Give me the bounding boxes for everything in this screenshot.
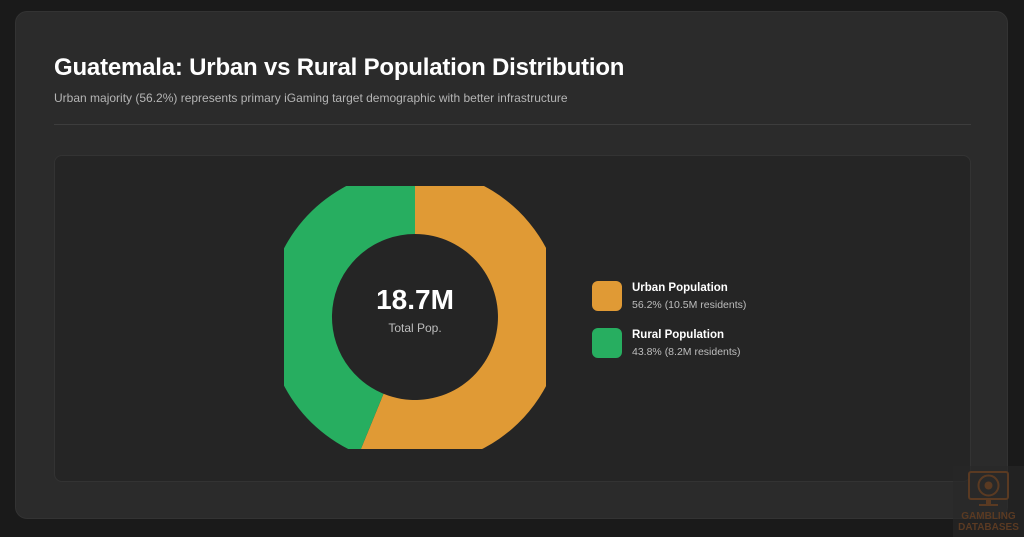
monitor-chip-icon [968,471,1009,506]
donut-svg [284,186,546,449]
urban-swatch [592,281,622,311]
total-label: Total Pop. [388,321,442,335]
chart-subtitle: Urban majority (56.2%) represents primar… [54,91,568,105]
watermark-line1: GAMBLING [961,511,1016,522]
total-value: 18.7M [376,284,454,315]
chart-card: Guatemala: Urban vs Rural Population Dis… [15,11,1008,519]
legend-label: Rural Population [632,329,724,341]
watermark-text: GAMBLING DATABASES [953,511,1024,533]
rural-swatch [592,328,622,358]
urban-slice[interactable] [359,186,546,449]
legend-detail: 56.2% (10.5M residents) [632,299,747,311]
watermark-line2: DATABASES [958,522,1019,533]
legend-detail: 43.8% (8.2M residents) [632,346,741,358]
donut-chart: 18.7M Total Pop. [284,186,546,449]
rural-slice[interactable] [284,186,415,449]
watermark-logo: GAMBLING DATABASES [953,466,1024,537]
legend-label: Urban Population [632,282,728,294]
chart-title: Guatemala: Urban vs Rural Population Dis… [54,54,625,81]
divider [54,124,971,125]
chart-panel: 18.7M Total Pop. Urban Population 56.2% … [54,155,971,482]
